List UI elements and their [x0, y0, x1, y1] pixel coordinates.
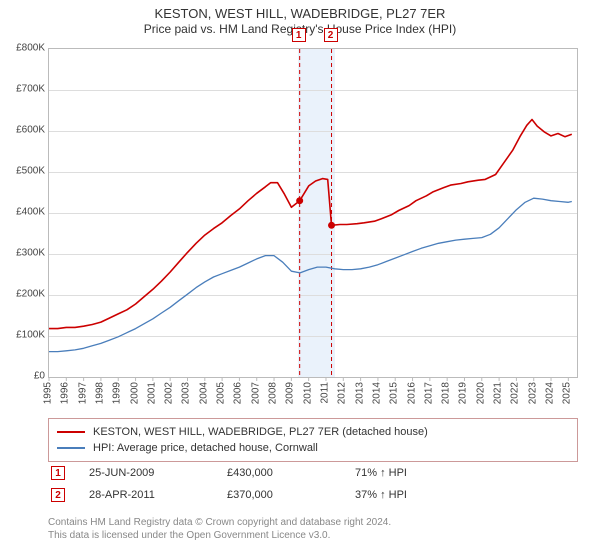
- sale-marker: 1: [292, 28, 306, 42]
- sale-date: 25-JUN-2009: [73, 467, 219, 479]
- x-tick-label: 2023: [527, 382, 538, 404]
- sale-row: 2 28-APR-2011 £370,000 37% ↑ HPI: [48, 484, 578, 506]
- plot-area: [48, 48, 578, 378]
- x-tick-label: 2019: [458, 382, 469, 404]
- y-tick-label: £600K: [1, 125, 45, 136]
- sale-marker: 2: [324, 28, 338, 42]
- x-tick-label: 2010: [302, 382, 313, 404]
- footnote-line: Contains HM Land Registry data © Crown c…: [48, 516, 578, 529]
- legend-item: HPI: Average price, detached house, Corn…: [57, 440, 569, 456]
- y-tick-label: £100K: [1, 330, 45, 341]
- sale-hpi: 37% ↑ HPI: [355, 489, 485, 501]
- x-tick-label: 2004: [198, 382, 209, 404]
- x-tick-label: 2018: [441, 382, 452, 404]
- legend-label: KESTON, WEST HILL, WADEBRIDGE, PL27 7ER …: [93, 424, 428, 440]
- plot-svg: [49, 49, 577, 377]
- sales-table: 1 25-JUN-2009 £430,000 71% ↑ HPI 2 28-AP…: [48, 462, 578, 506]
- x-tick-label: 2022: [510, 382, 521, 404]
- x-tick-label: 2000: [129, 382, 140, 404]
- footnote-line: This data is licensed under the Open Gov…: [48, 529, 578, 542]
- y-tick-label: £800K: [1, 43, 45, 54]
- y-tick-label: £500K: [1, 166, 45, 177]
- x-tick-label: 2005: [216, 382, 227, 404]
- chart-title: KESTON, WEST HILL, WADEBRIDGE, PL27 7ER: [0, 0, 600, 22]
- legend-label: HPI: Average price, detached house, Corn…: [93, 440, 318, 456]
- x-tick-label: 2014: [371, 382, 382, 404]
- legend-item: KESTON, WEST HILL, WADEBRIDGE, PL27 7ER …: [57, 424, 569, 440]
- sale-price: £370,000: [227, 489, 347, 501]
- sale-marker-box: 2: [51, 488, 65, 502]
- x-tick-label: 2017: [423, 382, 434, 404]
- x-tick-label: 2012: [337, 382, 348, 404]
- x-tick-label: 2011: [319, 382, 330, 404]
- chart-container: KESTON, WEST HILL, WADEBRIDGE, PL27 7ER …: [0, 0, 600, 560]
- x-tick-label: 2002: [164, 382, 175, 404]
- x-tick-label: 1996: [60, 382, 71, 404]
- x-tick-label: 2016: [406, 382, 417, 404]
- sale-price: £430,000: [227, 467, 347, 479]
- x-tick-label: 2008: [268, 382, 279, 404]
- x-tick-label: 1997: [77, 382, 88, 404]
- legend: KESTON, WEST HILL, WADEBRIDGE, PL27 7ER …: [48, 418, 578, 462]
- y-tick-label: £700K: [1, 84, 45, 95]
- y-tick-label: £400K: [1, 207, 45, 218]
- sale-row: 1 25-JUN-2009 £430,000 71% ↑ HPI: [48, 462, 578, 484]
- x-tick-label: 2020: [475, 382, 486, 404]
- x-tick-label: 2015: [389, 382, 400, 404]
- x-tick-label: 2001: [146, 382, 157, 404]
- x-tick-label: 2013: [354, 382, 365, 404]
- legend-swatch: [57, 431, 85, 433]
- y-tick-label: £200K: [1, 289, 45, 300]
- x-tick-label: 2006: [233, 382, 244, 404]
- x-tick-label: 2009: [285, 382, 296, 404]
- x-tick-label: 1998: [94, 382, 105, 404]
- x-tick-label: 1999: [112, 382, 123, 404]
- sale-marker-box: 1: [51, 466, 65, 480]
- sale-date: 28-APR-2011: [73, 489, 219, 501]
- x-tick-label: 2025: [562, 382, 573, 404]
- x-tick-label: 2021: [493, 382, 504, 404]
- footnote: Contains HM Land Registry data © Crown c…: [48, 516, 578, 542]
- x-tick-label: 2007: [250, 382, 261, 404]
- y-tick-label: £300K: [1, 248, 45, 259]
- legend-swatch: [57, 447, 85, 449]
- x-tick-label: 2024: [545, 382, 556, 404]
- x-tick-label: 1995: [43, 382, 54, 404]
- x-tick-label: 2003: [181, 382, 192, 404]
- y-tick-label: £0: [1, 371, 45, 382]
- sale-hpi: 71% ↑ HPI: [355, 467, 485, 479]
